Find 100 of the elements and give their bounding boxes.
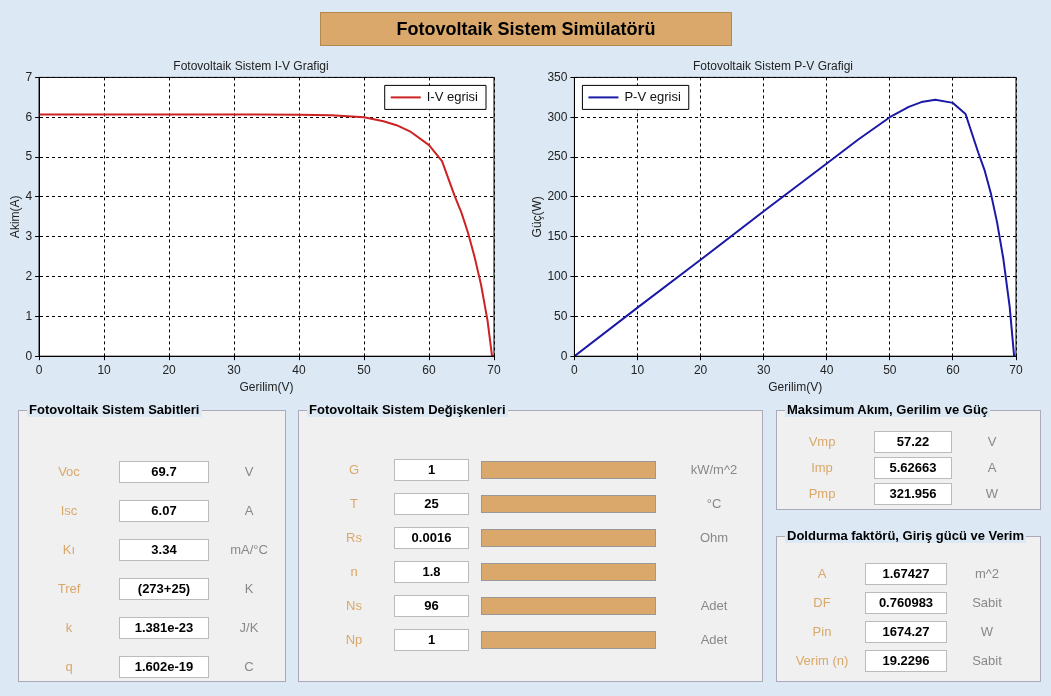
text: Pmp xyxy=(807,485,837,503)
text: DF xyxy=(812,594,832,612)
text: 1 xyxy=(394,459,469,481)
chart-title: Fotovoltaik Sistem P-V Grafigi xyxy=(692,58,854,73)
text: G xyxy=(347,461,361,479)
text: Doldurma faktörü, Giriş gücü ve Verim xyxy=(785,528,1026,543)
text: k xyxy=(64,619,74,637)
text: 5.62663 xyxy=(874,457,952,479)
text: A xyxy=(816,565,828,583)
text: Sabit xyxy=(971,652,1003,670)
x-tick-label: 10 xyxy=(630,362,645,377)
text: A xyxy=(986,459,998,477)
text: Np xyxy=(344,631,364,649)
x-tick-label: 70 xyxy=(1009,362,1023,377)
text: Fotovoltaik Sistem Değişkenleri xyxy=(307,402,508,417)
text: 0.0016 xyxy=(394,527,469,549)
text: 3.34 xyxy=(119,539,209,561)
text: n xyxy=(349,563,359,581)
text: Imp xyxy=(810,459,834,477)
text: 6.07 xyxy=(119,500,209,522)
y-tick-label: 350 xyxy=(547,69,568,84)
text: Voc xyxy=(57,463,81,481)
y-tick-label: 2 xyxy=(25,268,33,283)
text: V xyxy=(986,433,998,451)
y-tick-label: 7 xyxy=(25,69,33,84)
text: Pin xyxy=(811,623,833,641)
x-tick-label: 30 xyxy=(756,362,771,377)
text: 69.7 xyxy=(119,461,209,483)
text: q xyxy=(64,658,74,676)
y-tick-label: 4 xyxy=(25,189,33,204)
chart-title: Fotovoltaik Sistem I-V Grafigi xyxy=(173,58,329,73)
x-tick-label: 20 xyxy=(693,362,708,377)
text: A xyxy=(243,502,255,520)
text: 1 xyxy=(394,629,469,651)
text: Isc xyxy=(59,502,79,520)
y-tick-label: 200 xyxy=(547,189,568,204)
text: Ohm xyxy=(698,529,730,547)
text: Maksimum Akım, Gerilim ve Güç xyxy=(785,402,991,417)
text: T xyxy=(349,495,359,513)
y-tick-label: 250 xyxy=(547,149,568,164)
text: 1.381e-23 xyxy=(119,617,209,639)
y-axis-title: Güç(W) xyxy=(529,196,544,238)
text: 96 xyxy=(394,595,469,617)
x-axis-title: Gerilim(V) xyxy=(768,380,823,395)
x-tick-label: 30 xyxy=(227,362,242,377)
text: (273+25) xyxy=(119,578,209,600)
legend-label: I-V egrisi xyxy=(426,88,479,104)
text: m^2 xyxy=(973,565,1001,583)
text: Tref xyxy=(56,580,82,598)
y-tick-label: 100 xyxy=(547,268,568,283)
y-tick-label: 50 xyxy=(554,308,568,323)
text: C xyxy=(243,658,255,676)
text: Rs xyxy=(345,529,363,547)
text: 57.22 xyxy=(874,431,952,453)
x-tick-label: 50 xyxy=(357,362,372,377)
x-tick-label: 10 xyxy=(97,362,112,377)
text: W xyxy=(979,623,995,641)
x-tick-label: 50 xyxy=(883,362,897,377)
legend-label: P-V egrisi xyxy=(624,88,681,104)
text: kW/m^2 xyxy=(689,461,739,479)
y-axis-title: Akim(A) xyxy=(7,195,22,239)
x-tick-label: 70 xyxy=(487,362,501,377)
text: 321.956 xyxy=(874,483,952,505)
text: 1.67427 xyxy=(865,563,947,585)
x-tick-label: 60 xyxy=(946,362,960,377)
text: 1.8 xyxy=(394,561,469,583)
text: 25 xyxy=(394,493,469,515)
text: J/K xyxy=(238,619,260,637)
text: Fotovoltaik Sistem Simülatörü xyxy=(320,12,732,46)
text: V xyxy=(243,463,255,481)
text: Fotovoltaik Sistem Sabitleri xyxy=(27,402,202,417)
x-tick-label: 20 xyxy=(162,362,177,377)
x-tick-label: 0 xyxy=(35,362,43,377)
text: 0.760983 xyxy=(865,592,947,614)
text: Adet xyxy=(699,631,729,649)
text: Adet xyxy=(699,597,729,615)
text: 19.2296 xyxy=(865,650,947,672)
text: Verim (n) xyxy=(794,652,850,670)
x-tick-label: 40 xyxy=(820,362,834,377)
text: Sabit xyxy=(971,594,1003,612)
y-tick-label: 6 xyxy=(25,109,33,124)
text: Vmp xyxy=(807,433,837,451)
y-tick-label: 5 xyxy=(25,149,33,164)
y-tick-label: 0 xyxy=(25,348,33,363)
y-tick-label: 0 xyxy=(560,348,568,363)
x-tick-label: 60 xyxy=(422,362,436,377)
y-tick-label: 300 xyxy=(547,109,568,124)
y-tick-label: 1 xyxy=(25,308,33,323)
text: K xyxy=(243,580,255,598)
text: 1674.27 xyxy=(865,621,947,643)
text: mA/°C xyxy=(229,541,269,559)
text: 1.602e-19 xyxy=(119,656,209,678)
text: Ns xyxy=(345,597,363,615)
text: °C xyxy=(705,495,723,513)
y-tick-label: 150 xyxy=(547,229,568,244)
text: W xyxy=(984,485,1000,503)
y-tick-label: 3 xyxy=(25,229,33,244)
x-axis-title: Gerilim(V) xyxy=(239,380,294,395)
x-tick-label: 40 xyxy=(292,362,307,377)
x-tick-label: 0 xyxy=(571,362,579,377)
